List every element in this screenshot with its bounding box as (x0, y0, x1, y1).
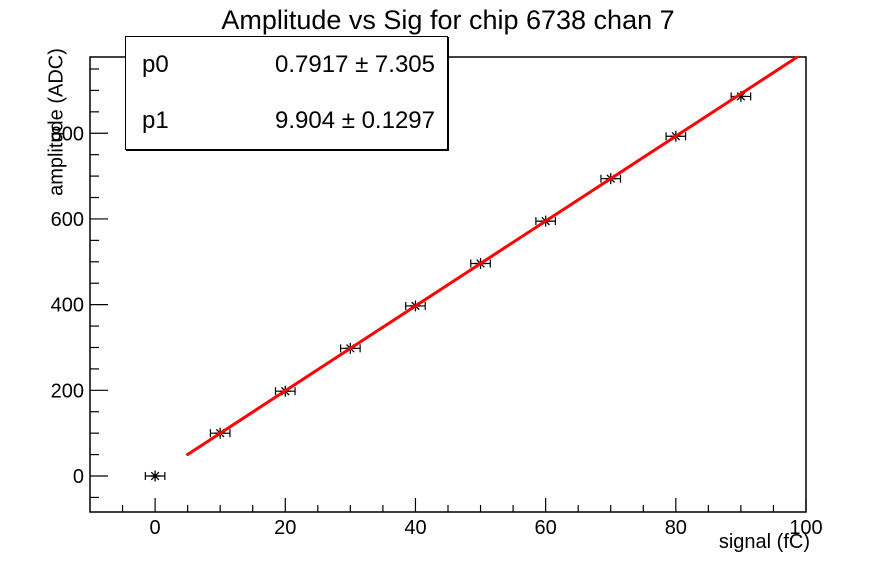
x-tick-label: 20 (274, 517, 296, 539)
x-tick-label: 0 (150, 517, 161, 539)
stats-row-p0: p0 0.7917 ± 7.305 (126, 51, 447, 79)
x-tick-label: 100 (789, 517, 822, 539)
x-axis-title: signal (fC) (718, 531, 810, 553)
fit-stats-box: p0 0.7917 ± 7.305 p1 9.904 ± 0.1297 (125, 36, 448, 150)
fit-line (186, 55, 799, 456)
y-axis-title: amplitude (ADC) (45, 48, 68, 196)
y-tick-label: 0 (73, 466, 84, 488)
axes-ticks: 0 20 40 60 80 100 0 200 400 600 800 (51, 68, 823, 539)
param-value-p0: 0.7917 ± 7.305 (275, 51, 435, 78)
param-value-p1: 9.904 ± 0.1297 (275, 107, 435, 134)
data-point-marker (144, 470, 166, 482)
stats-row-p1: p1 9.904 ± 0.1297 (126, 107, 447, 135)
y-tick-label: 400 (51, 295, 84, 317)
y-tick-label: 600 (51, 209, 84, 231)
x-tick-label: 60 (535, 517, 557, 539)
x-tick-label: 40 (404, 517, 426, 539)
param-name-p0: p0 (142, 51, 169, 78)
y-tick-label: 800 (51, 123, 84, 145)
y-tick-label: 200 (51, 380, 84, 402)
param-name-p1: p1 (142, 107, 169, 134)
x-tick-label: 80 (665, 517, 687, 539)
plot-title: Amplitude vs Sig for chip 6738 chan 7 (221, 5, 675, 35)
